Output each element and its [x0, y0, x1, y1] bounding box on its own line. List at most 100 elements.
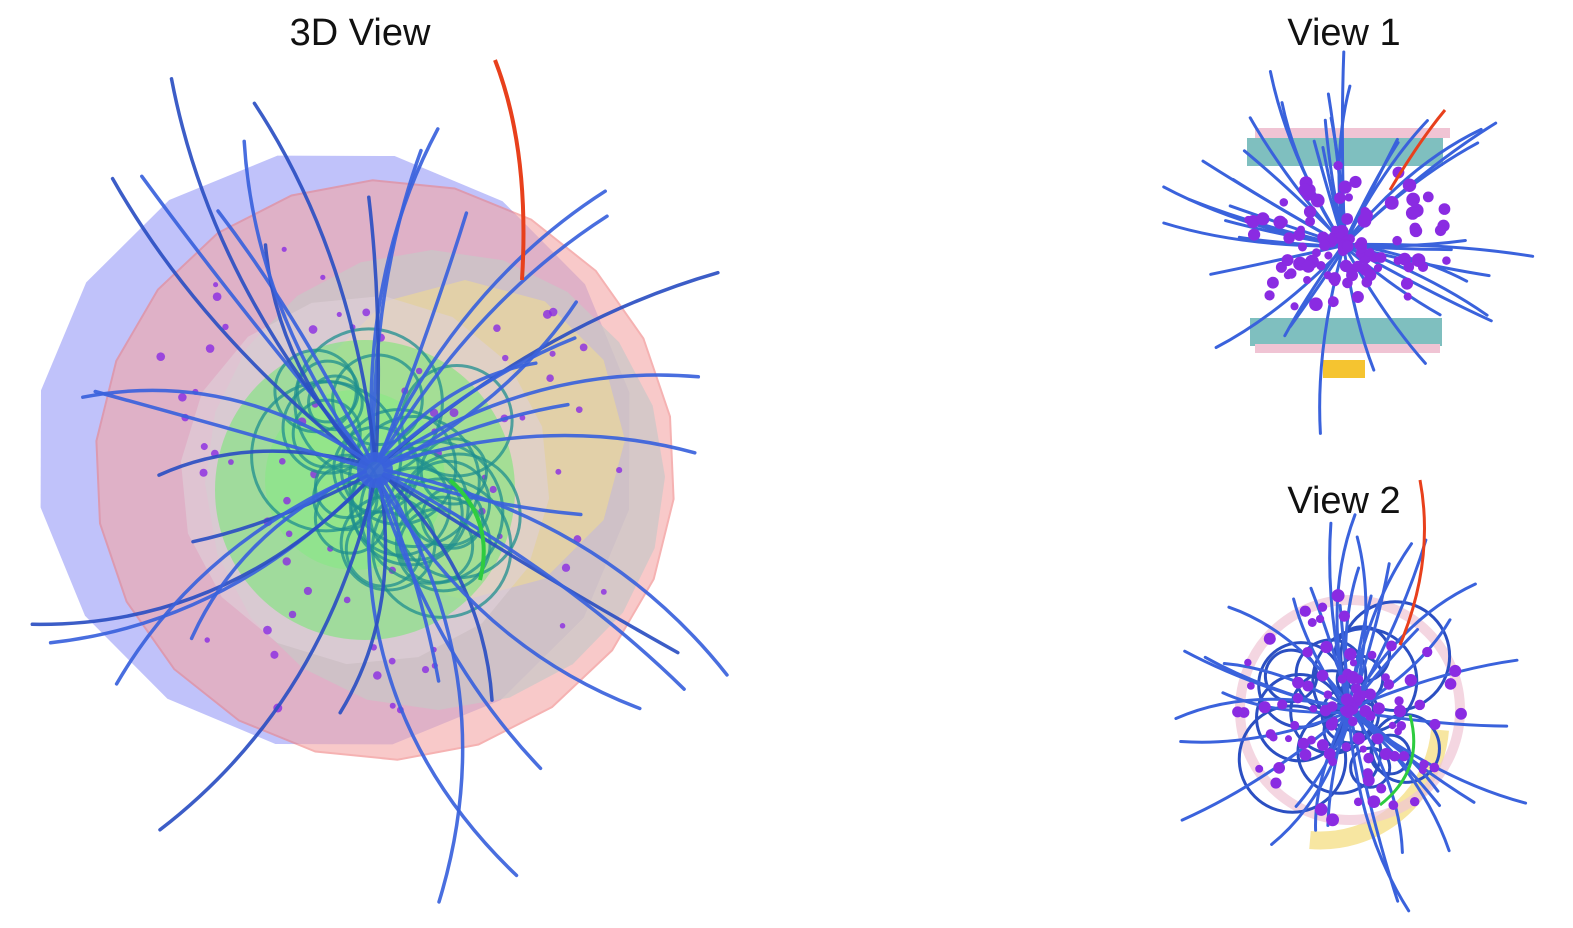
hit-point [1244, 215, 1253, 224]
hit-point [388, 657, 396, 665]
particle-track [1352, 711, 1441, 807]
hit-point [1310, 193, 1325, 208]
hit-point [1309, 297, 1323, 311]
hit-point [1379, 747, 1393, 761]
hit-point [1317, 602, 1328, 612]
hit-point [1299, 748, 1312, 761]
hit-point [1273, 761, 1286, 774]
hit-point [1303, 275, 1312, 285]
view-2-panel[interactable]: View 2 [1090, 470, 1573, 928]
event-display-3d-canvas[interactable] [0, 0, 780, 928]
hit-point [1298, 183, 1312, 197]
particle-track [1292, 597, 1348, 709]
particle-track [379, 336, 577, 464]
particle-track [1270, 713, 1353, 846]
hit-point [204, 637, 210, 643]
hit-point [1290, 720, 1300, 730]
hit-point [1307, 618, 1317, 627]
main-3d-view[interactable]: 3D View [0, 0, 780, 928]
hit-point [1319, 239, 1331, 251]
hit-point [1277, 217, 1287, 226]
hit-point [199, 468, 208, 477]
hit-point [1315, 614, 1325, 624]
hit-point [283, 496, 291, 505]
hit-point [1449, 664, 1462, 678]
hit-point [1293, 229, 1306, 241]
particle-track [157, 449, 369, 477]
hit-point [278, 458, 286, 465]
hit-point [1328, 757, 1338, 767]
highlighted-track-green [448, 478, 486, 581]
hit-point [1329, 716, 1339, 726]
hit-point [1303, 205, 1317, 218]
hit-point [1302, 646, 1313, 658]
vertex-cluster [357, 452, 393, 488]
hit-point [1388, 721, 1397, 730]
hit-point [1359, 704, 1372, 718]
hit-point [1364, 268, 1377, 282]
highlighted-track-green [1379, 714, 1416, 807]
hit-point [1340, 693, 1354, 706]
hit-point [1258, 701, 1271, 714]
hit-point [1346, 269, 1359, 282]
hit-point [429, 408, 439, 417]
hit-point [288, 610, 297, 619]
hit-point [1246, 681, 1255, 690]
hit-point [1302, 680, 1314, 692]
hit-point [1398, 751, 1410, 762]
hit-point [1367, 650, 1377, 660]
particle-track [1348, 242, 1535, 258]
hit-point [389, 702, 396, 709]
hit-point [1414, 699, 1426, 711]
hit-point [555, 468, 562, 475]
hit-point [1323, 690, 1333, 699]
particle-track [81, 388, 371, 464]
hit-point [1255, 764, 1264, 773]
view-1-canvas[interactable] [1090, 0, 1573, 440]
hit-point [1326, 701, 1338, 712]
hit-point [415, 367, 423, 375]
hit-point [1339, 706, 1348, 714]
view-1-panel[interactable]: View 1 [1090, 0, 1573, 440]
hit-point [222, 323, 229, 331]
hit-point [303, 586, 313, 596]
particle-track [338, 477, 388, 715]
highlighted-track-red [493, 59, 526, 281]
hit-point [449, 408, 459, 418]
hit-point [1301, 259, 1315, 273]
hit-point [1279, 198, 1289, 207]
particle-track [382, 472, 686, 691]
hit-point [1354, 674, 1364, 684]
hit-point [1442, 256, 1451, 265]
hit-point [1311, 248, 1321, 258]
hit-point [1409, 224, 1423, 238]
hit-point [1375, 252, 1387, 263]
hit-point [1316, 261, 1326, 271]
particle-track [381, 433, 697, 467]
hit-point [1314, 803, 1328, 816]
particle-track [374, 478, 543, 771]
particle-track [1351, 538, 1428, 708]
hit-point [1316, 739, 1329, 751]
particle-track [1344, 141, 1400, 242]
hit-point [559, 623, 566, 629]
hit-point [1371, 734, 1379, 742]
hit-point [1333, 160, 1343, 171]
hit-point [1393, 704, 1407, 718]
particle-track [371, 148, 423, 462]
particle-track [382, 472, 494, 702]
hit-point [1286, 268, 1297, 279]
particle-track [216, 209, 373, 463]
particle-track [1346, 247, 1442, 317]
particle-track [376, 477, 642, 711]
hit-point [1419, 759, 1429, 769]
hit-point [1305, 216, 1316, 227]
hit-point [549, 350, 556, 357]
hit-point [1396, 720, 1407, 731]
hit-point [373, 671, 382, 680]
particle-track [381, 473, 680, 655]
particle-track [377, 211, 469, 463]
particle-track [1214, 247, 1344, 349]
view-2-canvas[interactable] [1090, 470, 1573, 928]
hit-point [1264, 290, 1275, 301]
